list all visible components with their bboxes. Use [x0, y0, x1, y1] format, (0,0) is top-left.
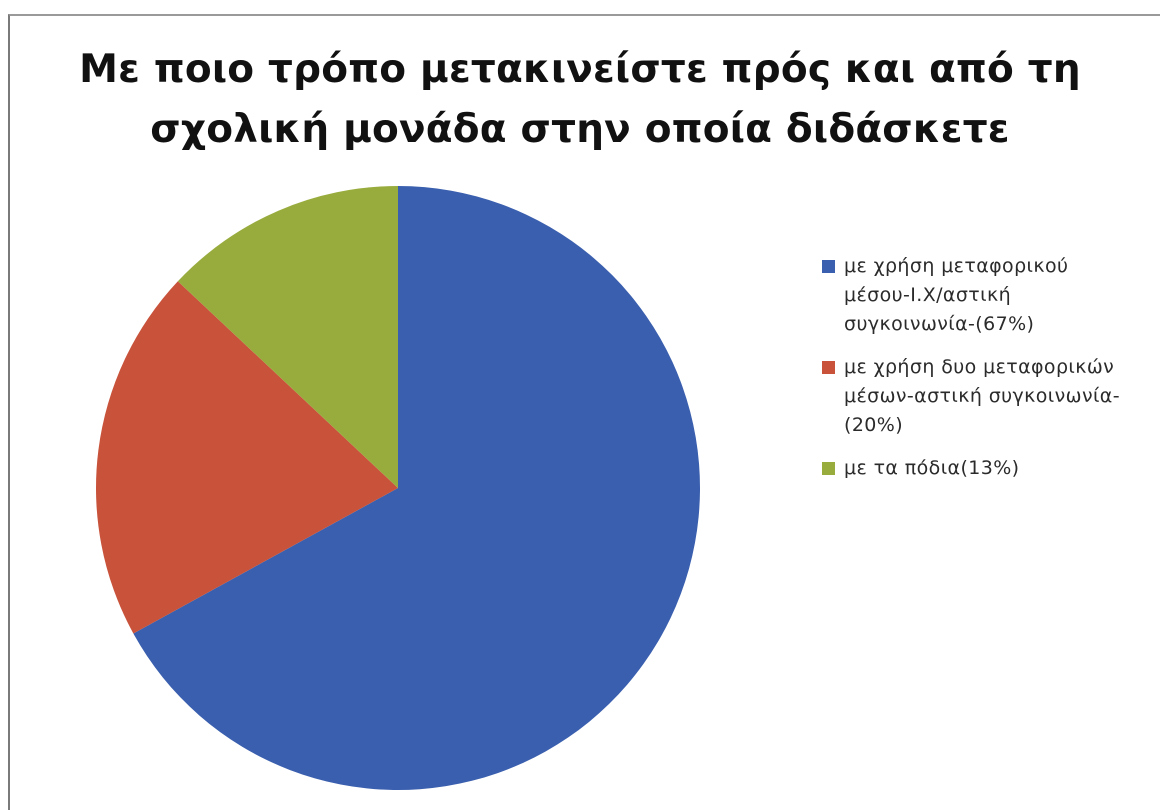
pie-slice-3	[177, 186, 398, 488]
legend-label-line: μέσου-Ι.Χ/αστική	[844, 284, 1012, 306]
legend-label-line: με χρήση μεταφορικού	[844, 255, 1069, 277]
legend-swatch-green	[822, 462, 835, 475]
pie-slice-1	[133, 186, 701, 791]
chart-title-line-2: σχολική μονάδα στην οποία διδάσκετε	[150, 107, 1010, 152]
legend-swatch-red	[822, 361, 835, 374]
legend-label-line: με τα πόδια(13%)	[844, 457, 1020, 479]
legend: με χρήση μεταφορικού μέσου-Ι.Χ/αστική συ…	[820, 252, 1155, 497]
legend-item-two-transports: με χρήση δυο μεταφορικών μέσων-αστική συ…	[820, 353, 1155, 440]
legend-label-line: συγκοινωνία-(67%)	[844, 313, 1035, 335]
chart-title-line-1: Με ποιο τρόπο μετακινείστε πρός και από …	[79, 47, 1081, 92]
legend-label-line: μέσων-αστική συγκοινωνία-	[844, 385, 1120, 407]
legend-label-line: (20%)	[844, 414, 904, 436]
legend-item-on-foot: με τα πόδια(13%)	[820, 454, 1155, 483]
pie-slice-2	[96, 281, 399, 634]
chart-title: Με ποιο τρόπο μετακινείστε πρός και από …	[0, 40, 1160, 160]
legend-swatch-blue	[822, 260, 835, 273]
legend-label-line: με χρήση δυο μεταφορικών	[844, 356, 1115, 378]
legend-item-private-transport: με χρήση μεταφορικού μέσου-Ι.Χ/αστική συ…	[820, 252, 1155, 339]
